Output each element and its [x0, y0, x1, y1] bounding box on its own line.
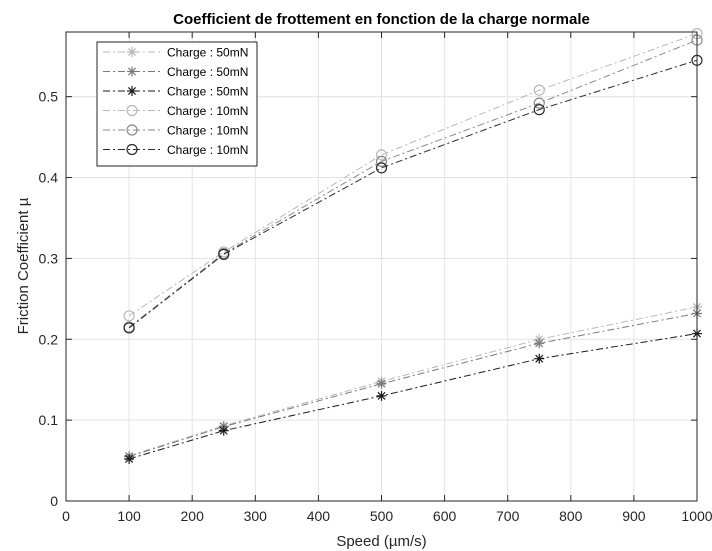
series-line — [128, 33, 698, 317]
legend-entry: Charge : 10mN — [103, 124, 248, 138]
y-tick-label: 0.1 — [39, 412, 59, 428]
legend-marker-circle — [126, 104, 138, 117]
legend-marker-circle — [126, 143, 138, 156]
x-tick-label: 500 — [370, 508, 394, 524]
legend-entry: Charge : 10mN — [103, 104, 248, 118]
legend-marker-star — [127, 47, 137, 57]
data-point-circle — [533, 104, 545, 116]
series-line — [128, 312, 698, 458]
x-tick-label: 400 — [307, 508, 331, 524]
y-tick-label: 0.4 — [39, 170, 59, 186]
data-point-star-stroke — [377, 379, 386, 388]
series-layer — [123, 28, 703, 464]
legend-entry: Charge : 50mN — [103, 46, 248, 60]
data-point-star — [376, 390, 387, 401]
y-tick-label: 0.5 — [39, 89, 59, 105]
legend-marker-star — [127, 66, 137, 77]
x-tick-label: 1000 — [681, 508, 712, 524]
data-point-star-stroke — [377, 391, 386, 400]
series-line — [128, 59, 698, 329]
legend-label: Charge : 10mN — [167, 143, 248, 157]
x-tick-label: 600 — [433, 508, 457, 524]
data-point-circle — [375, 155, 388, 167]
y-tick-label: 0 — [50, 493, 58, 509]
data-point-circle — [533, 97, 545, 109]
data-point-star — [218, 425, 229, 436]
data-point-star — [376, 378, 387, 389]
data-point-star — [534, 338, 545, 349]
data-point-star — [534, 353, 545, 364]
x-tick-label: 300 — [244, 508, 268, 524]
data-point-star-stroke — [125, 454, 134, 463]
ticks: 0 100 200 300 400 500 600 700 800 900 1000 0 0.1 0.2 0… — [39, 32, 712, 524]
legend-label: Charge : 10mN — [167, 124, 248, 138]
legend-marker-star-stroke — [127, 47, 137, 57]
legend-marker-circle — [126, 124, 138, 136]
y-axis-title: Friction Coefficient µ — [15, 197, 32, 334]
legend-label: Charge : 50mN — [167, 65, 248, 79]
data-point-circle — [533, 84, 545, 96]
data-point-circle — [375, 149, 388, 161]
legend-marker-star-stroke — [127, 86, 137, 96]
y-tick-label: 0.3 — [39, 250, 59, 266]
data-point-circle — [218, 248, 230, 260]
series-line — [128, 306, 698, 457]
data-point-circle — [123, 310, 135, 322]
data-point-circle — [375, 162, 388, 174]
legend-entry: Charge : 10mN — [103, 143, 248, 157]
x-tick-label: 0 — [62, 508, 70, 524]
data-point-star-stroke — [535, 339, 544, 348]
x-tick-label: 700 — [496, 508, 520, 524]
data-point-star — [124, 453, 135, 464]
x-tick-label: 100 — [117, 508, 141, 524]
legend-entry: Charge : 50mN — [103, 65, 248, 79]
legend: Charge : 50mN Charge : 50mN Charge : 50mN C… — [96, 41, 258, 167]
data-point-circle — [123, 322, 135, 334]
x-tick-label: 900 — [622, 508, 646, 524]
x-tick-label: 200 — [181, 508, 205, 524]
data-point-star-stroke — [535, 354, 544, 363]
legend-marker-star-stroke — [127, 67, 137, 76]
x-axis-title: Speed (µm/s) — [336, 533, 426, 550]
series-line — [128, 39, 698, 328]
legend-box — [96, 41, 258, 167]
x-tick-label: 800 — [559, 508, 583, 524]
legend-entry: Charge : 50mN — [103, 85, 248, 99]
legend-marker-star — [127, 86, 137, 96]
legend-label: Charge : 10mN — [167, 104, 248, 118]
y-tick-label: 0.2 — [39, 331, 59, 347]
legend-label: Charge : 50mN — [167, 46, 248, 60]
chart-title: Coefficient de frottement en fonction de… — [173, 11, 590, 28]
data-point-star-stroke — [219, 426, 228, 435]
legend-label: Charge : 50mN — [167, 85, 248, 99]
